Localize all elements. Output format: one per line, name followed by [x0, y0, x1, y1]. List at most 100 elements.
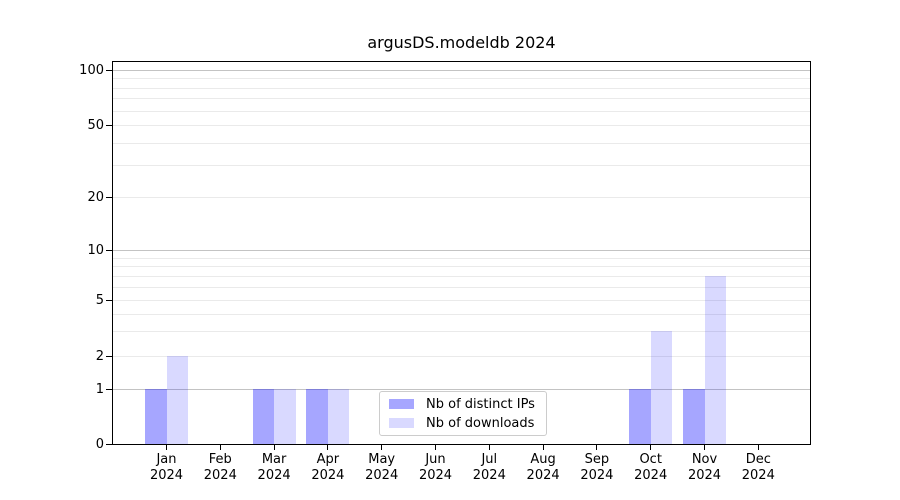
x-tick-month: May	[368, 452, 396, 467]
bar-distinct-ips-jan	[145, 389, 167, 444]
y-tick-mark	[106, 300, 113, 301]
x-tick-mark	[381, 444, 383, 450]
x-tick-label: Jun 2024	[404, 452, 468, 484]
bar-downloads-jan	[166, 356, 188, 444]
grid-line-minor	[113, 87, 810, 89]
grid-line-minor	[113, 356, 810, 357]
plot-area: Nb of distinct IPs Nb of downloads	[112, 61, 811, 445]
x-tick-year: 2024	[472, 468, 506, 483]
bar-distinct-ips-oct	[629, 389, 651, 444]
x-tick-label: Oct 2024	[619, 452, 683, 484]
legend-item-downloads: Nb of downloads	[389, 415, 537, 432]
x-tick-month: Aug	[530, 452, 556, 467]
x-tick-mark	[435, 444, 436, 450]
grid-line-minor	[113, 257, 810, 259]
x-tick-month: Feb	[208, 452, 232, 467]
x-tick-year: 2024	[580, 468, 614, 483]
y-tick-label: 20	[87, 190, 104, 205]
grid-line-major	[113, 70, 810, 71]
x-tick-year: 2024	[203, 468, 237, 483]
legend-swatch-distinct-ips	[389, 399, 414, 409]
grid-line-minor	[113, 286, 810, 288]
x-tick-label: Apr 2024	[296, 452, 360, 484]
x-tick-year: 2024	[526, 468, 560, 483]
x-tick-mark	[542, 444, 544, 450]
bar-downloads-apr	[327, 389, 350, 444]
bar-distinct-ips-mar	[252, 389, 275, 444]
x-tick-month: Jul	[481, 452, 498, 467]
x-tick-month: Sep	[584, 452, 610, 467]
grid-line-minor	[113, 197, 810, 198]
bar-distinct-ips-nov	[683, 389, 705, 444]
x-tick-label: Nov 2024	[673, 452, 737, 484]
legend: Nb of distinct IPs Nb of downloads	[379, 391, 547, 436]
x-tick-label: Feb 2024	[188, 452, 252, 484]
x-tick-mark	[273, 444, 275, 450]
x-tick-label: Sep 2024	[565, 452, 629, 484]
x-tick-label: May 2024	[350, 452, 414, 484]
x-tick-mark	[650, 444, 652, 450]
grid-line-minor	[113, 165, 810, 167]
y-tick-label: 50	[87, 118, 104, 133]
x-tick-mark	[166, 444, 167, 450]
y-tick-mark	[106, 250, 113, 251]
x-tick-mark	[596, 444, 598, 450]
x-tick-month: Nov	[691, 452, 718, 467]
x-tick-month: Dec	[745, 452, 771, 467]
grid-line-major	[113, 389, 810, 390]
y-tick-label: 10	[87, 243, 104, 258]
grid-line-major	[113, 250, 810, 251]
y-tick-label: 2	[95, 349, 104, 364]
x-tick-label: Dec 2024	[726, 452, 790, 484]
grid-line-minor	[113, 331, 810, 333]
x-tick-mark	[757, 444, 759, 450]
x-tick-label: Jan 2024	[135, 452, 199, 484]
bar-downloads-oct	[650, 331, 673, 444]
bar-distinct-ips-apr	[306, 389, 328, 444]
x-tick-label: Jul 2024	[457, 452, 521, 484]
grid-line-minor	[113, 110, 810, 112]
x-tick-year: 2024	[365, 468, 399, 483]
grid-line-minor	[113, 313, 810, 315]
y-tick-label: 5	[95, 293, 104, 308]
x-tick-month: Mar	[261, 452, 287, 467]
x-tick-year: 2024	[741, 468, 775, 483]
y-tick-mark	[106, 125, 113, 126]
legend-label-distinct-ips: Nb of distinct IPs	[426, 396, 535, 412]
x-tick-year: 2024	[687, 468, 722, 483]
legend-item-distinct-ips: Nb of distinct IPs	[389, 396, 537, 413]
grid-line-minor	[113, 142, 810, 144]
y-tick-mark	[106, 70, 113, 71]
x-tick-year: 2024	[418, 468, 453, 483]
y-tick-label: 100	[79, 63, 104, 78]
legend-swatch-downloads	[389, 418, 414, 428]
x-tick-mark	[219, 444, 221, 450]
grid-line-minor	[113, 98, 810, 100]
grid-line-minor	[113, 275, 810, 277]
x-tick-year: 2024	[634, 468, 668, 483]
x-tick-label: Aug 2024	[511, 452, 575, 484]
y-tick-label: 0	[95, 437, 104, 452]
x-tick-mark	[488, 444, 490, 450]
x-tick-label: Mar 2024	[242, 452, 306, 484]
y-tick-mark	[106, 356, 113, 357]
x-tick-year: 2024	[311, 468, 345, 483]
legend-label-downloads: Nb of downloads	[426, 415, 535, 431]
y-tick-label: 1	[95, 382, 104, 397]
grid-line-minor	[113, 125, 810, 126]
grid-line-minor	[113, 300, 810, 301]
x-tick-mark	[704, 444, 705, 450]
bar-downloads-nov	[704, 275, 726, 444]
y-tick-mark	[106, 444, 113, 445]
x-tick-month: Apr	[316, 452, 340, 467]
x-tick-mark	[327, 444, 329, 450]
grid-line-minor	[113, 78, 810, 80]
y-tick-mark	[106, 389, 113, 390]
grid-line-minor	[113, 266, 810, 268]
x-tick-year: 2024	[257, 468, 291, 483]
y-tick-mark	[106, 197, 113, 198]
chart-title: argusDS.modeldb 2024	[367, 33, 556, 52]
bar-downloads-mar	[274, 389, 296, 444]
x-tick-year: 2024	[149, 468, 184, 483]
